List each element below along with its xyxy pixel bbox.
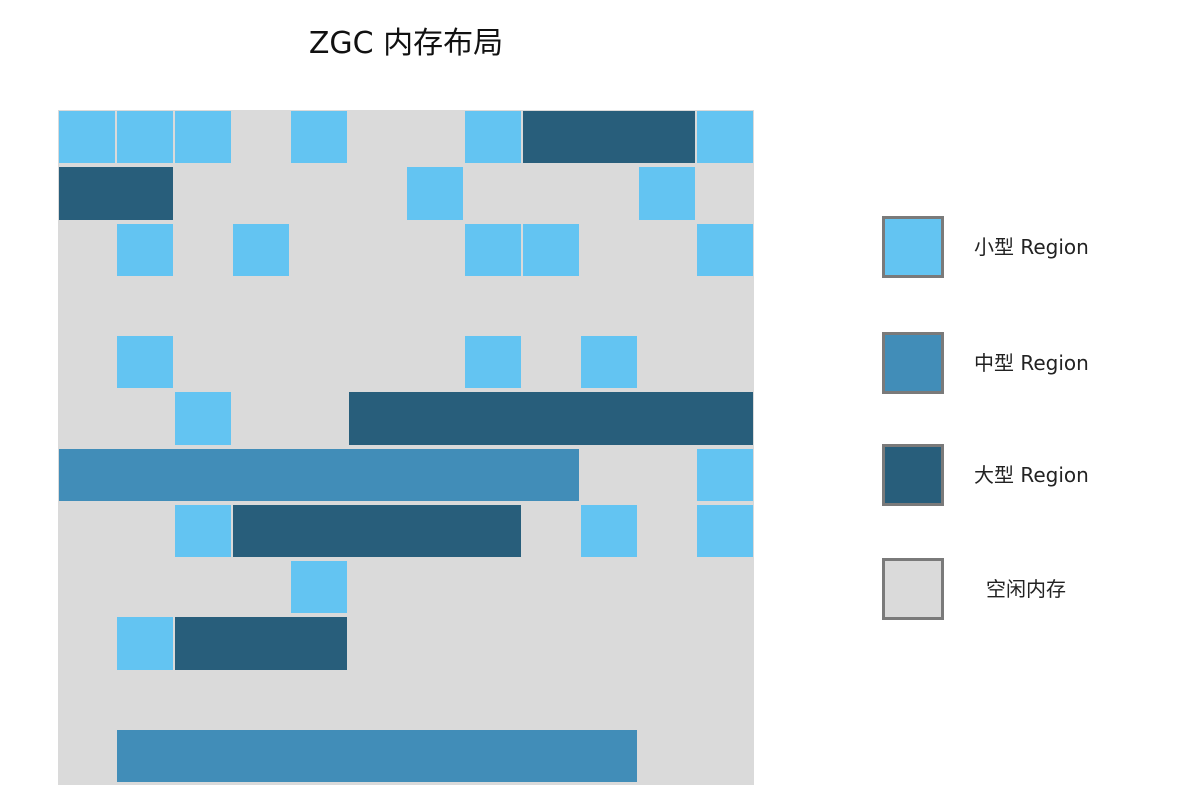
- medium-region-swatch: [882, 332, 944, 394]
- small-region-swatch: [882, 216, 944, 278]
- small-region-block: [581, 504, 637, 557]
- small-region-block: [291, 561, 347, 614]
- small-region-block: [117, 336, 173, 389]
- medium-region-block: [59, 448, 579, 501]
- large-region-block: [523, 111, 695, 164]
- small-region-block: [465, 336, 521, 389]
- diagram-title: ZGC 内存布局: [308, 26, 504, 61]
- legend-item-medium-region: 中型 Region: [882, 332, 1142, 394]
- small-region-block: [465, 223, 521, 276]
- medium-region-block: [117, 729, 637, 782]
- legend-label-large-region: 大型 Region: [974, 463, 1089, 487]
- small-region-block: [175, 392, 231, 445]
- small-region-block: [697, 448, 753, 501]
- large-region-block: [233, 504, 521, 557]
- small-region-block: [59, 111, 115, 164]
- small-region-block: [465, 111, 521, 164]
- large-region-swatch: [882, 444, 944, 506]
- legend-label-small-region: 小型 Region: [974, 235, 1089, 259]
- small-region-block: [175, 504, 231, 557]
- small-region-block: [233, 223, 289, 276]
- small-region-block: [523, 223, 579, 276]
- large-region-block: [349, 392, 753, 445]
- small-region-block: [117, 111, 173, 164]
- large-region-block: [175, 617, 347, 670]
- small-region-block: [117, 223, 173, 276]
- small-region-block: [697, 223, 753, 276]
- small-region-block: [581, 336, 637, 389]
- legend-item-small-region: 小型 Region: [882, 216, 1142, 278]
- legend-label-free-memory: 空闲内存: [986, 577, 1066, 601]
- free-memory-swatch: [882, 558, 944, 620]
- memory-grid: [58, 110, 754, 785]
- small-region-block: [697, 111, 753, 164]
- large-region-block: [59, 167, 173, 220]
- legend-item-free-memory: 空闲内存: [882, 558, 1142, 620]
- small-region-block: [407, 167, 463, 220]
- legend-item-large-region: 大型 Region: [882, 444, 1142, 506]
- small-region-block: [697, 504, 753, 557]
- small-region-block: [175, 111, 231, 164]
- legend-label-medium-region: 中型 Region: [974, 351, 1089, 375]
- small-region-block: [117, 617, 173, 670]
- small-region-block: [291, 111, 347, 164]
- small-region-block: [639, 167, 695, 220]
